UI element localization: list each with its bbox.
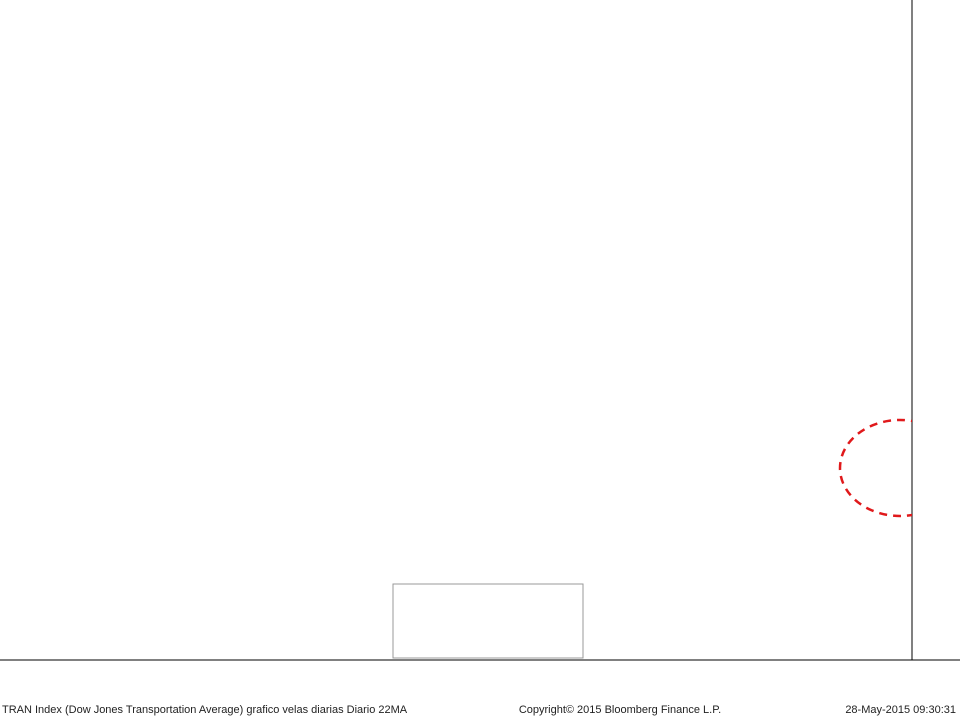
legend [392, 583, 584, 659]
footer-center: Copyright© 2015 Bloomberg Finance L.P. [519, 704, 721, 716]
highlight-ellipse [838, 418, 912, 518]
footer-right: 28-May-2015 09:30:31 [845, 704, 956, 716]
legend-box [392, 583, 584, 659]
footer-left: TRAN Index (Dow Jones Transportation Ave… [2, 704, 408, 716]
